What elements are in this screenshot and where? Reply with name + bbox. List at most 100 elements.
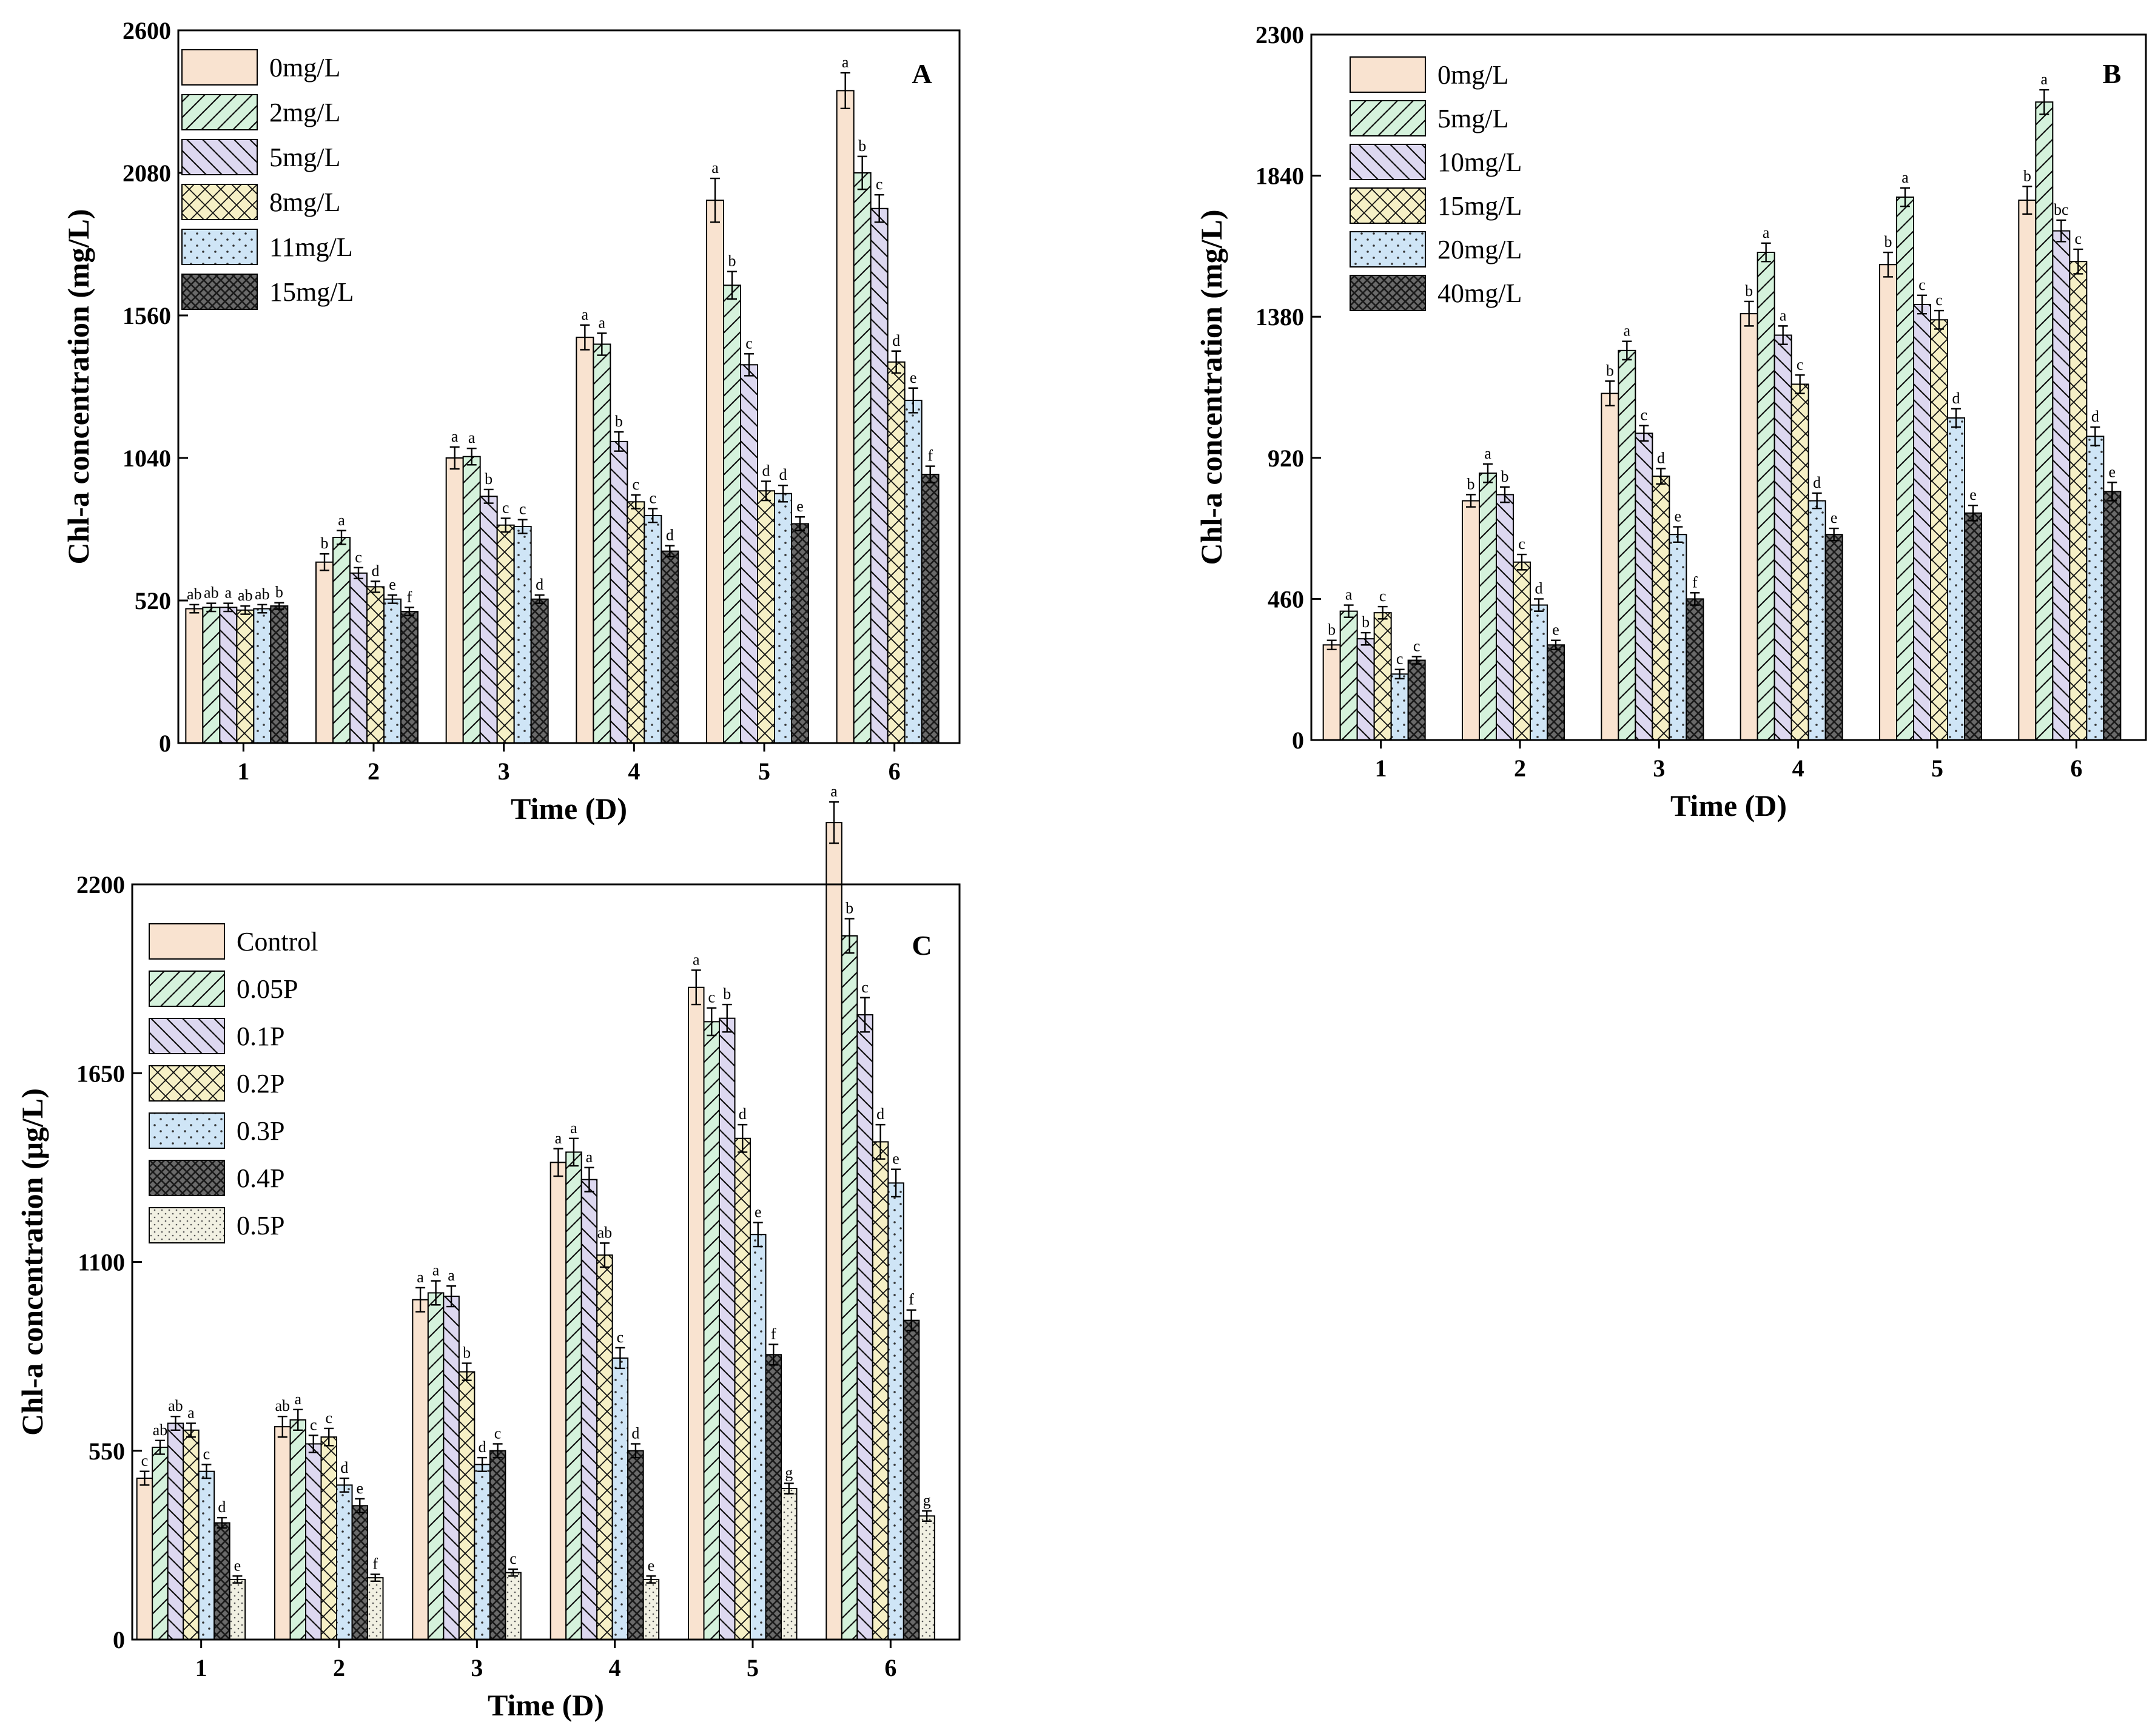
error-bar xyxy=(431,1280,441,1306)
error-bar xyxy=(599,1242,610,1268)
significance-letter: d xyxy=(1952,389,1960,407)
error-bar xyxy=(320,553,329,571)
significance-letter: e xyxy=(356,1479,363,1497)
significance-letter: a xyxy=(1484,445,1491,462)
significance-letter: b xyxy=(1467,475,1475,493)
significance-letter: bc xyxy=(2054,201,2069,218)
bar-15mg/L-day1 xyxy=(270,605,289,744)
error-bar xyxy=(1900,187,1910,207)
bar-0.5P-day4 xyxy=(642,1578,660,1640)
bar-0mg/L-day5 xyxy=(706,200,724,744)
bar-20mg/L-day3 xyxy=(1669,534,1687,741)
error-bar xyxy=(753,1222,763,1248)
legend-swatch-15mg/L xyxy=(1350,187,1426,224)
significance-letter: b xyxy=(321,534,329,552)
error-bar xyxy=(1343,604,1354,618)
plot-frame xyxy=(177,29,961,744)
error-bar xyxy=(449,446,460,470)
legend-label: 10mg/L xyxy=(1437,147,1522,177)
significance-letter: e xyxy=(389,576,396,593)
legend-label: 20mg/L xyxy=(1437,235,1522,264)
bar-Control-day6 xyxy=(825,822,842,1640)
significance-letter: b xyxy=(2023,167,2031,184)
significance-letter: c xyxy=(617,1328,624,1346)
significance-letter: a xyxy=(711,159,719,177)
bar-2mg/L-day5 xyxy=(723,284,741,744)
x-axis-title: Time (D) xyxy=(488,1688,604,1722)
significance-letter: b xyxy=(1606,362,1614,379)
significance-letter: d xyxy=(2091,408,2099,425)
bar-5mg/L-day1 xyxy=(219,607,238,744)
error-bar xyxy=(691,969,701,1006)
significance-letter: a xyxy=(1624,322,1631,340)
y-tick-label: 1040 xyxy=(123,445,171,472)
y-axis-title: Chl-a concentration (mg/L) xyxy=(1194,209,1228,565)
significance-letter: c xyxy=(203,1445,210,1462)
error-bar xyxy=(1500,486,1510,503)
error-bar xyxy=(857,155,867,190)
bar-0.4P-day1 xyxy=(213,1522,230,1640)
significance-letter: d xyxy=(218,1498,226,1516)
significance-letter: c xyxy=(876,175,883,193)
x-tick-label: 2 xyxy=(333,1654,345,1681)
significance-letter: a xyxy=(338,511,345,529)
significance-letter: c xyxy=(1935,291,1943,309)
error-bar xyxy=(829,801,839,844)
significance-letter: ab xyxy=(255,585,270,603)
error-bar xyxy=(186,1422,196,1438)
y-tick-label: 550 xyxy=(89,1438,125,1465)
significance-letter: a xyxy=(570,1119,577,1137)
bar-0mg/L-day1 xyxy=(1322,644,1341,741)
error-bar xyxy=(1968,504,1978,522)
bar-0mg/L-day5 xyxy=(1879,264,1897,741)
error-bar xyxy=(339,1477,349,1493)
bar-40mg/L-day6 xyxy=(2103,491,2122,741)
legend-swatch-0.3P xyxy=(149,1112,225,1149)
error-bar xyxy=(761,480,771,502)
error-bar xyxy=(874,193,884,223)
error-bar xyxy=(277,1415,287,1438)
bar-0.05P-day6 xyxy=(841,935,858,1640)
significance-letter: c xyxy=(519,500,526,518)
significance-letter: e xyxy=(1675,508,1682,525)
error-bar xyxy=(597,332,607,356)
error-bar xyxy=(768,1344,779,1366)
error-bar xyxy=(1466,494,1476,508)
significance-letter: a xyxy=(586,1148,593,1166)
bar-0.5P-day1 xyxy=(229,1578,246,1640)
error-bar xyxy=(2056,219,2066,243)
bar-15mg/L-day3 xyxy=(530,598,549,744)
error-bar xyxy=(140,1470,150,1486)
error-bar xyxy=(744,353,754,377)
significance-letter: g xyxy=(785,1464,793,1482)
significance-letter: a xyxy=(830,782,838,800)
legend-label: 15mg/L xyxy=(1437,191,1522,221)
error-bar xyxy=(795,516,805,531)
significance-letter: d xyxy=(1657,449,1665,466)
significance-letter: e xyxy=(648,1556,655,1574)
error-bar xyxy=(355,1498,365,1513)
significance-letter: d xyxy=(536,576,543,593)
error-bar xyxy=(648,508,658,523)
significance-letter: c xyxy=(745,334,753,352)
x-tick-label: 1 xyxy=(237,758,249,785)
significance-letter: d xyxy=(666,527,674,544)
significance-letter: a xyxy=(468,429,476,446)
y-axis-title: Chl-a concentration (μg/L) xyxy=(15,1088,49,1436)
bar-0mg/L-day3 xyxy=(445,457,464,744)
significance-letter: d xyxy=(892,332,900,349)
legend-label: 11mg/L xyxy=(269,232,353,262)
bar-0.4P-day2 xyxy=(351,1505,368,1640)
legend-label: 5mg/L xyxy=(269,143,340,172)
panel-label: B xyxy=(2103,58,2122,89)
error-bar xyxy=(2090,426,2100,446)
bar-0.5P-day6 xyxy=(918,1515,935,1640)
bar-2mg/L-day3 xyxy=(462,456,481,744)
bar-0.05P-day4 xyxy=(565,1151,582,1640)
error-bar xyxy=(477,1456,488,1472)
x-tick-label: 4 xyxy=(609,1654,621,1681)
significance-letter: a xyxy=(294,1390,301,1408)
significance-letter: b xyxy=(275,584,283,601)
